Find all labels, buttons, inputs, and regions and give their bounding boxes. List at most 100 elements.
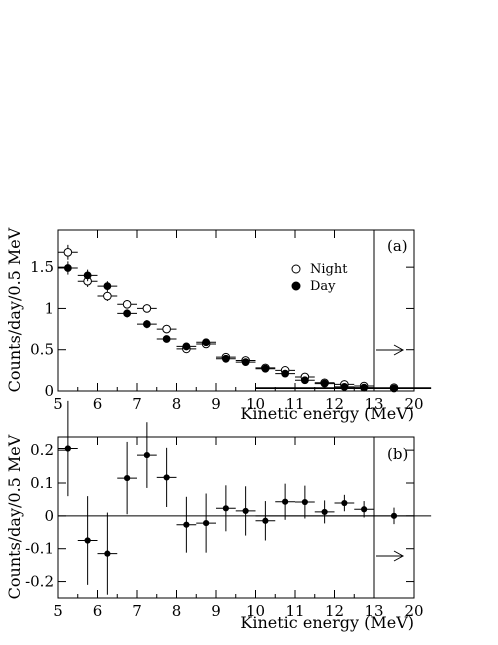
filled-circle-marker: [262, 517, 269, 524]
filled-circle-marker: [143, 451, 150, 459]
filled-circle-marker: [83, 271, 92, 280]
panel-b-y-tick-label: -0.1: [25, 540, 54, 558]
panel-a-marks: [58, 244, 432, 393]
data-point-day: [255, 364, 276, 373]
panel-a-label: (a): [387, 237, 408, 255]
legend-day-label: Day: [310, 279, 336, 294]
data-point-series: [77, 496, 98, 585]
data-point-series: [235, 486, 256, 536]
panel-a-y-tick-label: 1: [44, 299, 54, 317]
filled-circle-marker: [360, 383, 369, 392]
data-point-day: [275, 369, 295, 378]
filled-circle-marker: [320, 379, 329, 388]
filled-circle-marker: [221, 354, 230, 363]
panel-a-y-tick-label: 0: [44, 382, 54, 400]
panel-b-label: (b): [387, 445, 408, 463]
panel-b-frame: [57, 436, 415, 599]
open-circle-marker: [122, 300, 132, 309]
filled-circle-marker: [142, 320, 151, 329]
data-point-day: [354, 383, 374, 392]
filled-circle-marker: [182, 342, 191, 351]
data-point-series: [58, 400, 78, 497]
data-point-series: [176, 496, 197, 553]
filled-circle-marker: [300, 376, 309, 385]
legend-night-label: Night: [310, 262, 348, 277]
filled-circle-marker: [123, 309, 132, 318]
open-circle-marker: [162, 324, 171, 334]
panel-a-x-tick-label: 6: [93, 395, 103, 413]
data-point-series: [295, 485, 315, 519]
filled-circle-marker: [203, 519, 210, 527]
panel-b-x-tick-label: 5: [53, 602, 63, 620]
filled-circle-marker: [281, 369, 290, 378]
panel-a-x-tick-label: 8: [172, 395, 182, 413]
panel-b-x-tick-label: 20: [404, 602, 423, 620]
filled-circle-marker: [261, 364, 270, 373]
filled-circle-marker: [64, 445, 71, 452]
panel-b-marks: [58, 400, 432, 595]
panel-a-x-tick-label: 10: [246, 395, 265, 413]
panel-b-x-axis-title: Kinetic energy (MeV): [240, 613, 414, 632]
data-point-day: [255, 384, 432, 393]
panel-a-y-tick-label: 0.5: [30, 341, 54, 359]
open-circle-marker: [142, 304, 152, 313]
filled-circle-marker: [222, 505, 229, 512]
panel-a-x-tick-label: 13: [364, 395, 383, 413]
panel-a-x-tick-label: 9: [211, 395, 221, 413]
data-point-day: [77, 269, 98, 282]
panel-a-y-axis-title: Counts/day/0.5 MeV: [5, 227, 24, 392]
filled-circle-marker: [162, 335, 171, 343]
panel-b-x-tick-label: 9: [211, 602, 221, 620]
filled-circle-marker: [390, 512, 398, 519]
panel-b-x-tick-label: 7: [132, 602, 142, 620]
panel-b-chart: 5 6 7 8 9 10 11 12 13 20 0.2 0.1 0 -0.1 -0.2 (b) Kinet…: [5, 400, 432, 632]
legend-night-marker: [291, 264, 301, 274]
data-point-series: [354, 501, 374, 518]
legend: Night Day: [291, 262, 348, 294]
panel-a-ticks: 5 6 7 8 9 10 11 12 13 20 0 0.5 1 1.5: [30, 230, 424, 413]
panel-b-ticks: 5 6 7 8 9 10 11 12 13 20 0.2 0.1 0 -0.1 -0.2: [25, 437, 424, 620]
filled-circle-marker: [84, 537, 91, 544]
panel-b-y-tick-label: 0.1: [30, 474, 54, 492]
filled-circle-marker: [124, 474, 131, 482]
panel-b-x-tick-label: 13: [364, 602, 383, 620]
data-point-day: [235, 358, 256, 367]
filled-circle-marker: [163, 474, 170, 481]
filled-circle-marker: [63, 264, 72, 272]
panel-a-x-tick-label: 12: [325, 395, 344, 413]
data-point-day: [117, 309, 137, 318]
data-point-series: [117, 441, 137, 515]
data-point-night: [156, 324, 177, 334]
data-point-night: [137, 304, 157, 313]
data-point-day: [314, 379, 335, 388]
data-point-series: [334, 494, 355, 512]
data-point-series: [137, 422, 157, 488]
data-point-night: [58, 244, 78, 260]
filled-circle-marker: [202, 338, 211, 347]
panel-a-x-tick-label: 7: [132, 395, 142, 413]
panel-a-x-tick-label: 20: [404, 395, 423, 413]
data-point-day: [176, 342, 197, 351]
data-point-day: [137, 319, 157, 329]
filled-circle-marker: [321, 508, 328, 516]
data-point-series: [255, 507, 432, 525]
panel-a-frame: [57, 229, 415, 392]
open-circle-marker: [63, 247, 73, 257]
data-point-series: [216, 485, 236, 532]
panel-a-chart: 5 6 7 8 9 10 11 12 13 20 0 0.5 1 1.5 Night Day (a) Ki…: [5, 227, 432, 423]
panel-b-x-tick-label: 11: [285, 602, 304, 620]
filled-circle-marker: [361, 506, 368, 513]
filled-circle-marker: [301, 498, 308, 506]
panel-b-y-axis-title: Counts/day/0.5 MeV: [5, 434, 24, 599]
panel-b-x-tick-label: 10: [246, 602, 265, 620]
filled-circle-marker: [282, 498, 289, 505]
filled-circle-marker: [340, 382, 349, 391]
filled-circle-marker: [341, 499, 348, 507]
panel-b-overflow-arrow: [376, 550, 405, 562]
panel-a-x-tick-label: 5: [53, 395, 63, 413]
data-point-series: [156, 447, 177, 507]
filled-circle-marker: [241, 358, 250, 367]
data-point-series: [255, 501, 276, 541]
filled-circle-marker: [104, 550, 111, 557]
